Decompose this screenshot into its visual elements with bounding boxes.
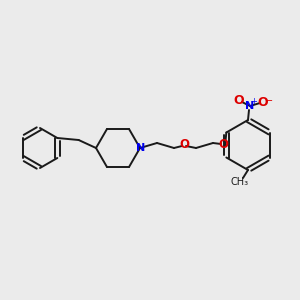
Text: O: O	[234, 94, 244, 107]
Text: +: +	[250, 98, 257, 106]
Text: −: −	[265, 96, 273, 106]
Text: N: N	[136, 143, 146, 153]
Text: CH₃: CH₃	[231, 177, 249, 187]
Text: O: O	[258, 95, 268, 109]
Text: O: O	[218, 139, 228, 152]
Text: N: N	[245, 101, 255, 111]
Text: O: O	[179, 139, 189, 152]
